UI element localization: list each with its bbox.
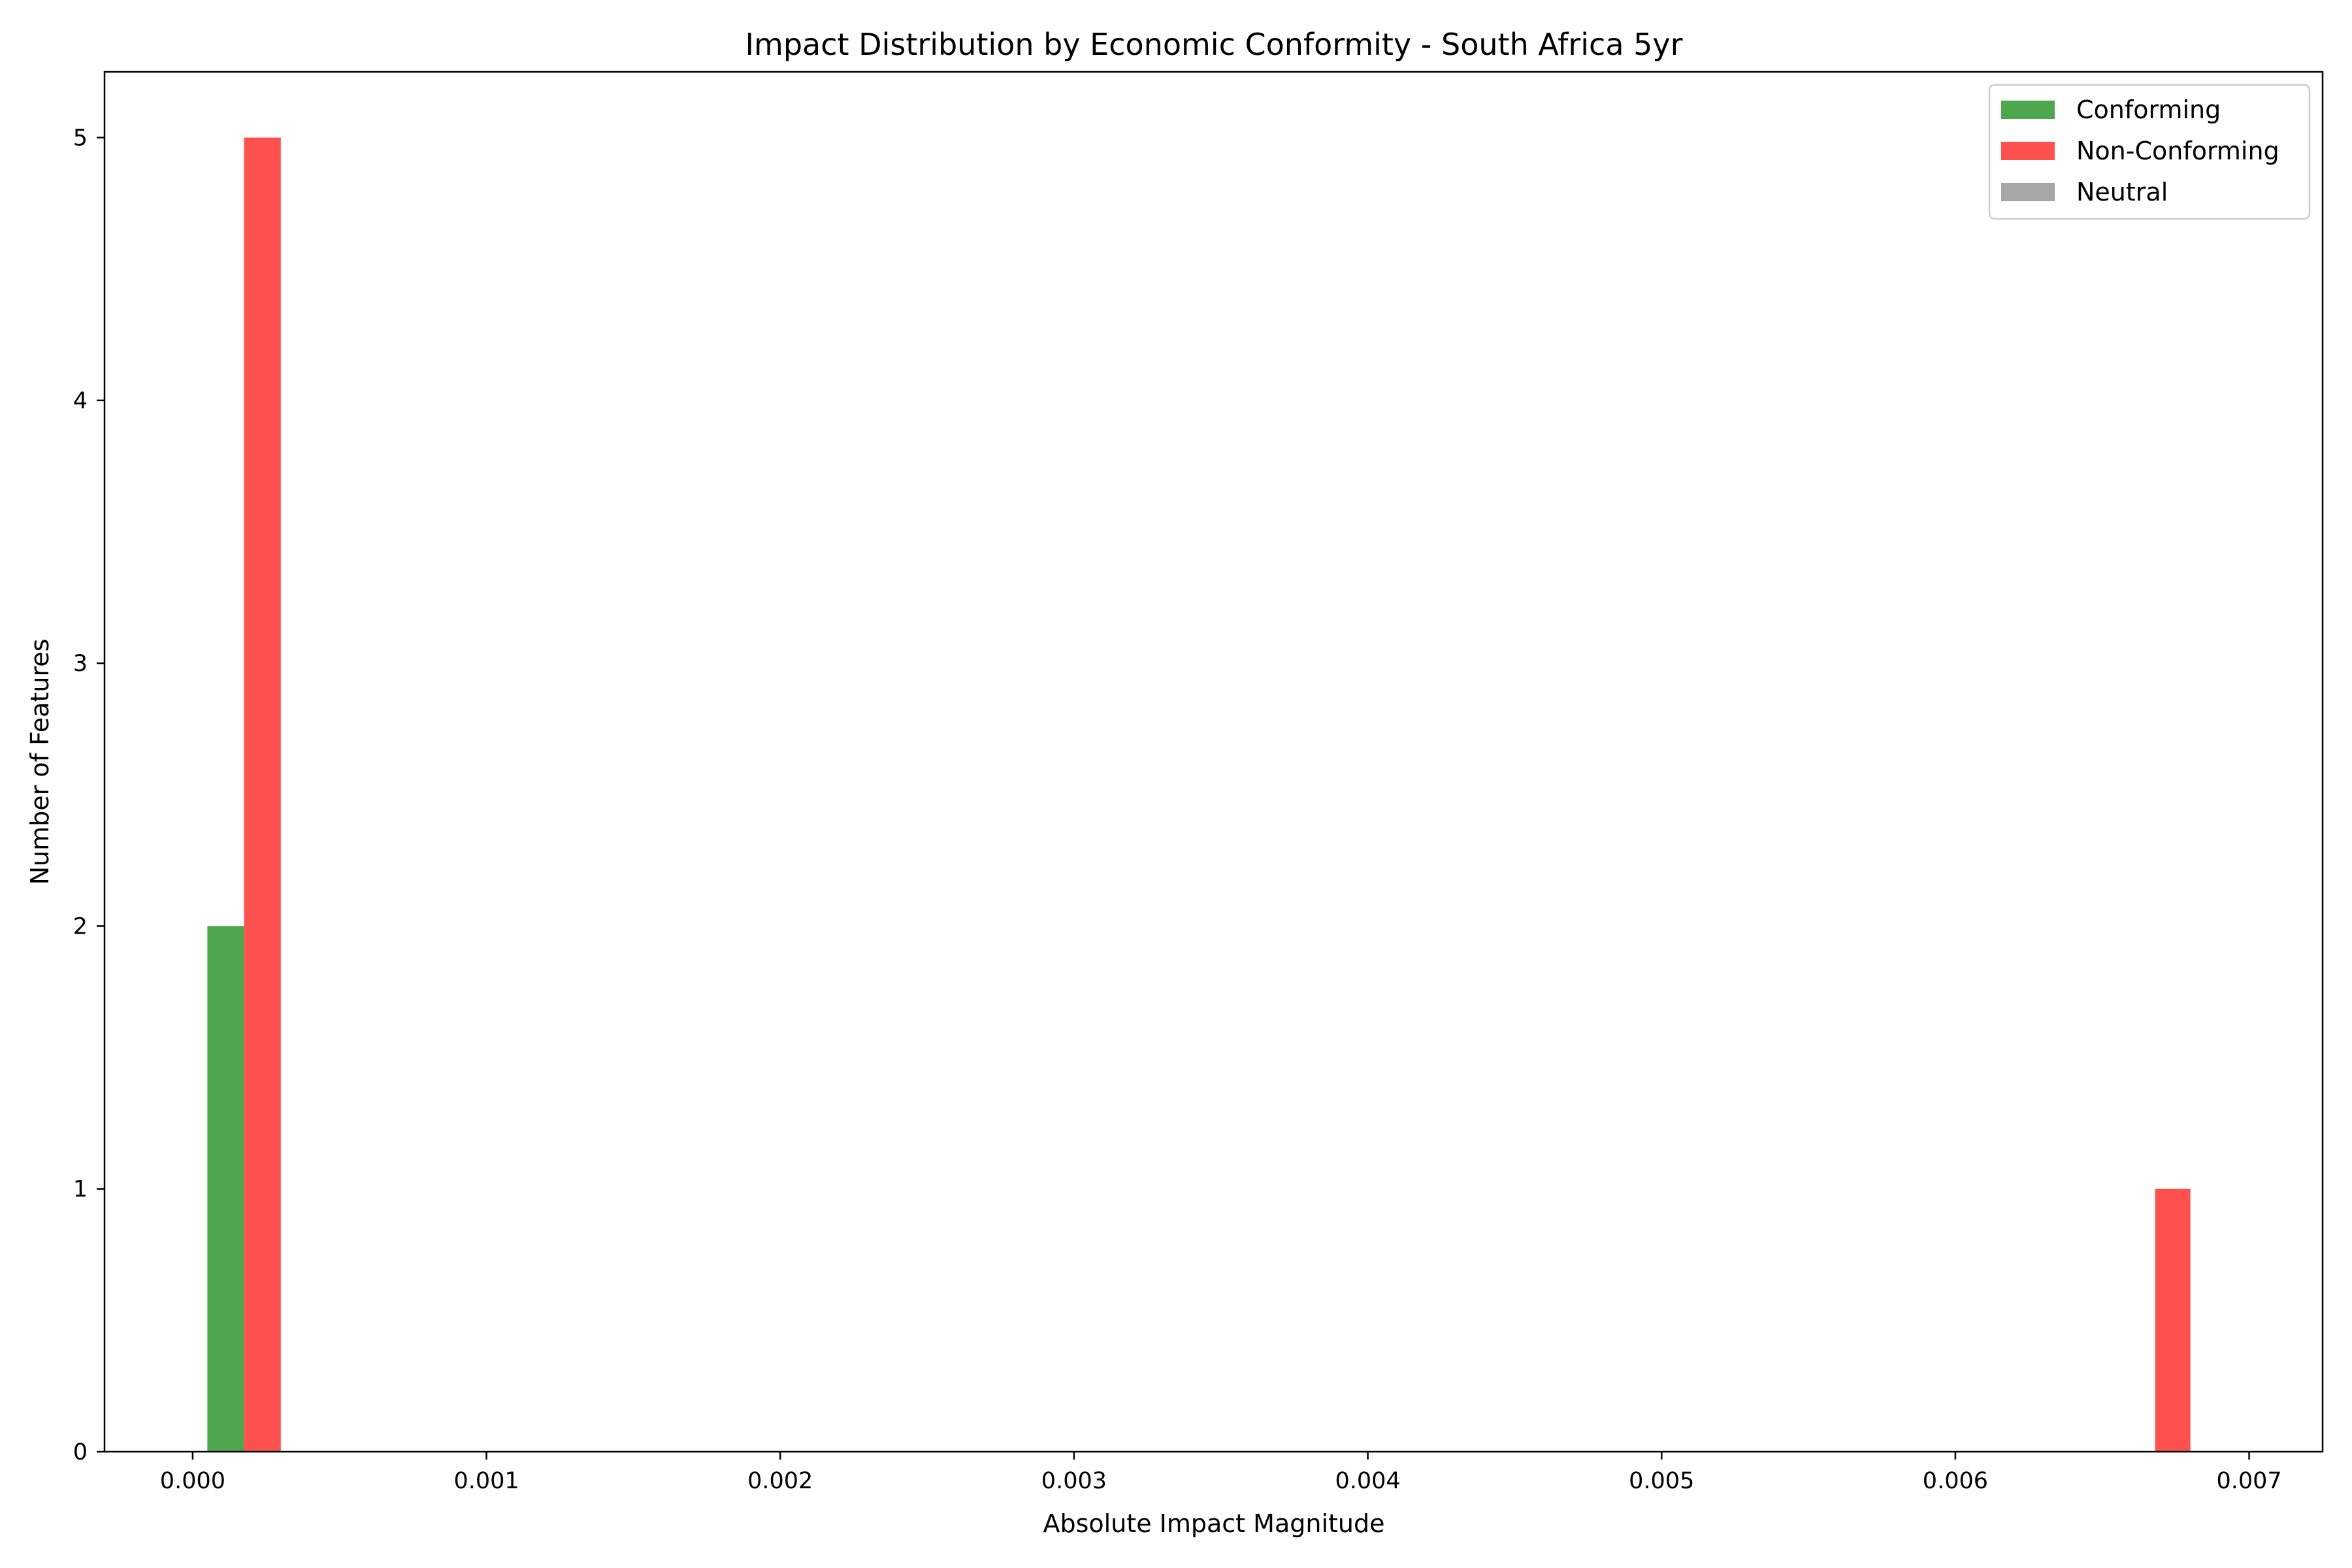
bar-non-conforming-1 bbox=[2155, 1188, 2191, 1452]
y-axis-ticks: 0 1 2 3 4 5 bbox=[73, 125, 105, 1465]
x-tick-label: 0.004 bbox=[1335, 1468, 1400, 1494]
legend-label-non-conforming: Non-Conforming bbox=[2076, 137, 2279, 165]
bars-layer bbox=[207, 137, 2191, 1452]
legend-swatch-non-conforming bbox=[2001, 142, 2055, 160]
bar-conforming-0 bbox=[207, 926, 244, 1452]
x-tick-label: 0.000 bbox=[160, 1468, 225, 1494]
x-tick-label: 0.007 bbox=[2216, 1468, 2281, 1494]
chart-title: Impact Distribution by Economic Conformi… bbox=[745, 27, 1682, 62]
y-tick-label: 2 bbox=[73, 913, 88, 939]
y-tick-label: 5 bbox=[73, 125, 88, 152]
legend: Conforming Non-Conforming Neutral bbox=[1988, 84, 2311, 220]
legend-label-conforming: Conforming bbox=[2076, 95, 2221, 124]
legend-swatch-neutral bbox=[2001, 183, 2055, 201]
y-axis-label: Number of Features bbox=[25, 639, 54, 885]
x-tick-label: 0.001 bbox=[453, 1468, 519, 1494]
legend-swatch-conforming bbox=[2001, 101, 2055, 119]
legend-label-neutral: Neutral bbox=[2076, 178, 2168, 206]
x-axis-ticks: 0.000 0.001 0.002 0.003 0.004 0.005 0.006 0.007 bbox=[160, 1452, 2282, 1494]
y-tick-label: 4 bbox=[73, 388, 88, 414]
bar-non-conforming-0 bbox=[244, 137, 281, 1452]
y-tick-label: 0 bbox=[73, 1439, 88, 1465]
x-tick-label: 0.003 bbox=[1041, 1468, 1107, 1494]
y-tick-label: 1 bbox=[73, 1177, 88, 1203]
x-tick-label: 0.002 bbox=[747, 1468, 813, 1494]
y-tick-label: 3 bbox=[73, 651, 88, 677]
x-tick-label: 0.006 bbox=[1923, 1468, 1988, 1494]
x-axis-label: Absolute Impact Magnitude bbox=[1043, 1509, 1385, 1538]
plot-frame bbox=[103, 71, 2324, 1453]
legend-box bbox=[1988, 84, 2311, 220]
x-tick-label: 0.005 bbox=[1629, 1468, 1694, 1494]
